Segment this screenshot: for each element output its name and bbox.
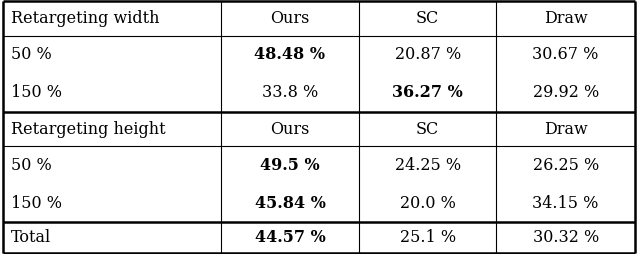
Text: 25.1 %: 25.1 % — [399, 229, 456, 246]
Text: 48.48 %: 48.48 % — [255, 46, 325, 63]
Text: 50 %: 50 % — [11, 46, 52, 63]
Text: 29.92 %: 29.92 % — [533, 84, 599, 101]
Text: 50 %: 50 % — [11, 157, 52, 174]
Text: 34.15 %: 34.15 % — [533, 195, 599, 212]
Text: Retargeting width: Retargeting width — [11, 10, 160, 27]
Text: Total: Total — [11, 229, 51, 246]
Text: 30.67 %: 30.67 % — [533, 46, 599, 63]
Text: 24.25 %: 24.25 % — [394, 157, 461, 174]
Text: SC: SC — [416, 121, 440, 138]
Text: 150 %: 150 % — [11, 84, 62, 101]
Text: Retargeting height: Retargeting height — [11, 121, 165, 138]
Text: Draw: Draw — [544, 10, 588, 27]
Text: 49.5 %: 49.5 % — [260, 157, 320, 174]
Text: Draw: Draw — [544, 121, 588, 138]
Text: Ours: Ours — [271, 10, 309, 27]
Text: 44.57 %: 44.57 % — [255, 229, 325, 246]
Text: 20.87 %: 20.87 % — [394, 46, 461, 63]
Text: 36.27 %: 36.27 % — [392, 84, 463, 101]
Text: 33.8 %: 33.8 % — [262, 84, 318, 101]
Text: 20.0 %: 20.0 % — [399, 195, 456, 212]
Text: 26.25 %: 26.25 % — [533, 157, 599, 174]
Text: 45.84 %: 45.84 % — [255, 195, 325, 212]
Text: Ours: Ours — [271, 121, 309, 138]
Text: 150 %: 150 % — [11, 195, 62, 212]
Text: SC: SC — [416, 10, 440, 27]
Text: 30.32 %: 30.32 % — [533, 229, 599, 246]
